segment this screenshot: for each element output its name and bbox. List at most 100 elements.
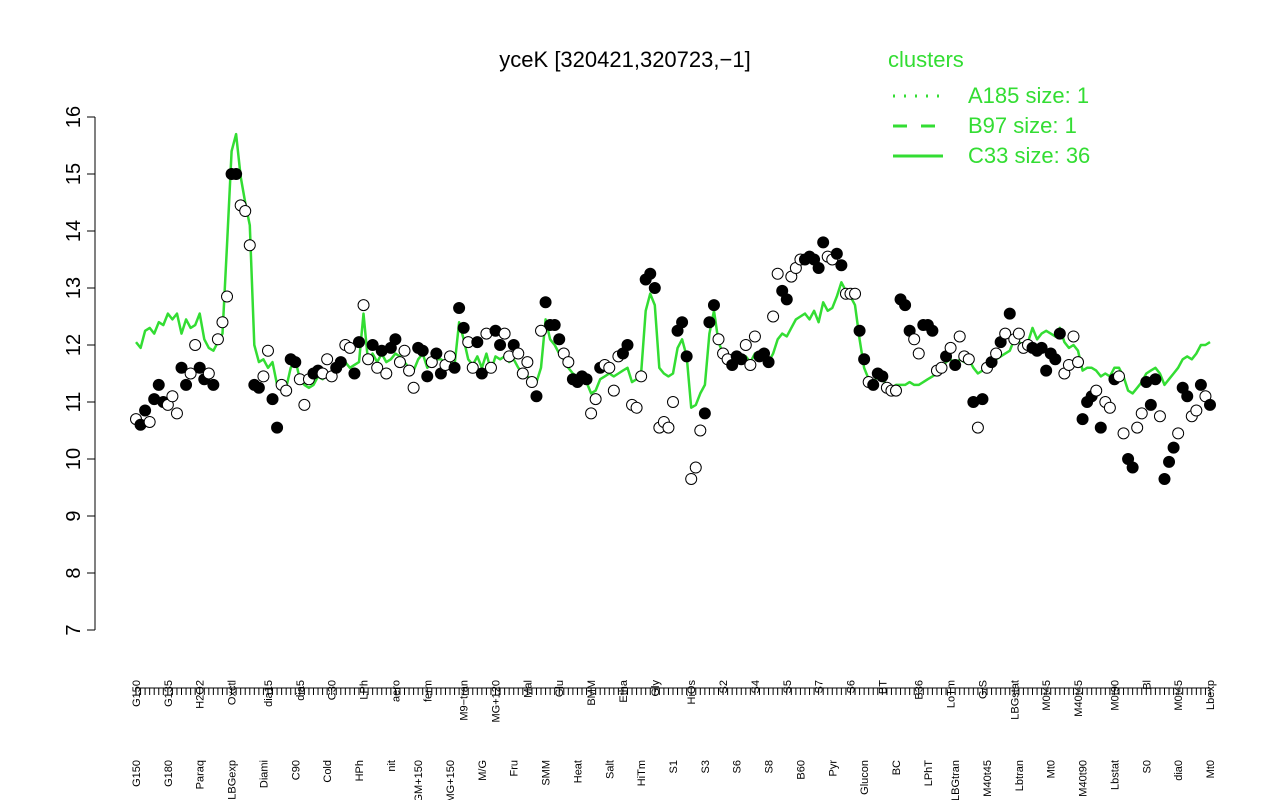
data-point: [858, 353, 871, 366]
data-point: [266, 393, 279, 406]
data-point: [475, 367, 488, 380]
x-tick-label: dia0: [1173, 760, 1185, 781]
data-point: [644, 267, 657, 280]
data-point: [1158, 472, 1171, 485]
x-tick-label: Paraq: [195, 760, 207, 789]
x-tick-label: S1: [668, 760, 680, 773]
data-point: [607, 384, 620, 397]
y-tick-label: 8: [63, 567, 85, 578]
x-tick-label: Mal: [522, 680, 534, 698]
x-tick-label: Mt0: [1205, 760, 1217, 778]
data-point: [257, 370, 270, 383]
data-point: [202, 367, 215, 380]
data-point: [953, 330, 966, 343]
x-tick-label: GM+150: [413, 760, 425, 800]
x-tick-label: G150: [131, 760, 143, 787]
data-point: [585, 407, 598, 420]
data-point: [289, 356, 302, 369]
data-point: [271, 421, 284, 434]
data-point: [603, 361, 616, 374]
x-tick-label: LoTm: [946, 680, 958, 708]
legend-title: clusters: [888, 47, 964, 72]
data-point: [962, 353, 975, 366]
data-point: [971, 421, 984, 434]
x-tick-label: dia5: [295, 680, 307, 701]
data-point: [516, 367, 529, 380]
data-point: [321, 353, 334, 366]
x-tick-label: M40t45: [1073, 680, 1085, 717]
data-point: [635, 370, 648, 383]
data-point: [535, 324, 548, 337]
data-point: [343, 341, 356, 354]
data-point: [1163, 455, 1176, 468]
chart-title: yceK [320421,320723,−1]: [499, 47, 750, 72]
data-point: [512, 347, 525, 360]
y-tick-label: 13: [63, 277, 85, 299]
data-point: [211, 333, 224, 346]
data-point: [239, 205, 252, 218]
x-tick-label: Bl: [1141, 680, 1153, 690]
x-tick-label: Glucon: [859, 760, 871, 795]
data-point: [676, 316, 689, 329]
x-tick-label: dia15: [263, 680, 275, 707]
data-point: [466, 361, 479, 374]
x-tick-label: Glu: [554, 680, 566, 697]
data-point: [899, 299, 912, 312]
x-tick-label: S3: [700, 760, 712, 773]
data-point: [589, 393, 602, 406]
x-tick-label: HiTm: [636, 760, 648, 786]
x-tick-label: G180: [163, 760, 175, 787]
data-point: [430, 347, 443, 360]
data-point: [380, 367, 393, 380]
data-point: [548, 319, 561, 332]
data-point: [539, 296, 552, 309]
x-tick-label: BT: [877, 680, 889, 694]
data-point: [780, 293, 793, 306]
data-point: [648, 282, 661, 294]
data-point: [207, 378, 220, 391]
legend-label-b97: B97 size: 1: [968, 113, 1077, 138]
data-point: [175, 361, 188, 374]
data-point: [1076, 413, 1089, 426]
data-point: [999, 327, 1012, 340]
data-point: [935, 361, 948, 374]
x-tick-label: LBGtran: [950, 760, 962, 800]
data-point: [530, 390, 543, 403]
x-tick-label: S5: [782, 680, 794, 693]
data-point: [1053, 327, 1066, 340]
data-point: [1112, 370, 1125, 383]
data-point: [1072, 356, 1085, 369]
x-tick-label: S0: [1141, 760, 1153, 773]
data-point: [812, 262, 825, 275]
data-point: [944, 341, 957, 354]
x-tick-label: S6: [732, 760, 744, 773]
data-point: [1003, 307, 1016, 320]
data-point: [357, 299, 370, 312]
data-point: [630, 401, 643, 414]
data-point: [371, 361, 384, 374]
y-tick-label: 10: [63, 448, 85, 470]
x-tick-label: LBGstat: [1009, 680, 1021, 720]
data-point: [553, 333, 566, 346]
data-point: [444, 350, 457, 363]
data-point: [484, 361, 497, 374]
data-point: [744, 358, 757, 371]
x-tick-label: Cold: [322, 760, 334, 783]
data-point: [152, 378, 165, 391]
legend-label-a185: A185 size: 1: [968, 83, 1089, 108]
y-tick-label: 12: [63, 334, 85, 356]
data-point: [1204, 398, 1216, 411]
data-points: [130, 168, 1216, 485]
data-point: [990, 347, 1003, 360]
data-point: [830, 247, 843, 260]
data-point: [139, 404, 152, 417]
x-tick-label: LBGexp: [227, 760, 239, 800]
data-point: [1149, 373, 1162, 386]
data-point: [703, 316, 716, 329]
data-point: [562, 356, 575, 369]
data-point: [362, 353, 375, 366]
data-point: [243, 239, 256, 252]
data-point: [389, 333, 402, 346]
data-point: [1117, 427, 1130, 440]
